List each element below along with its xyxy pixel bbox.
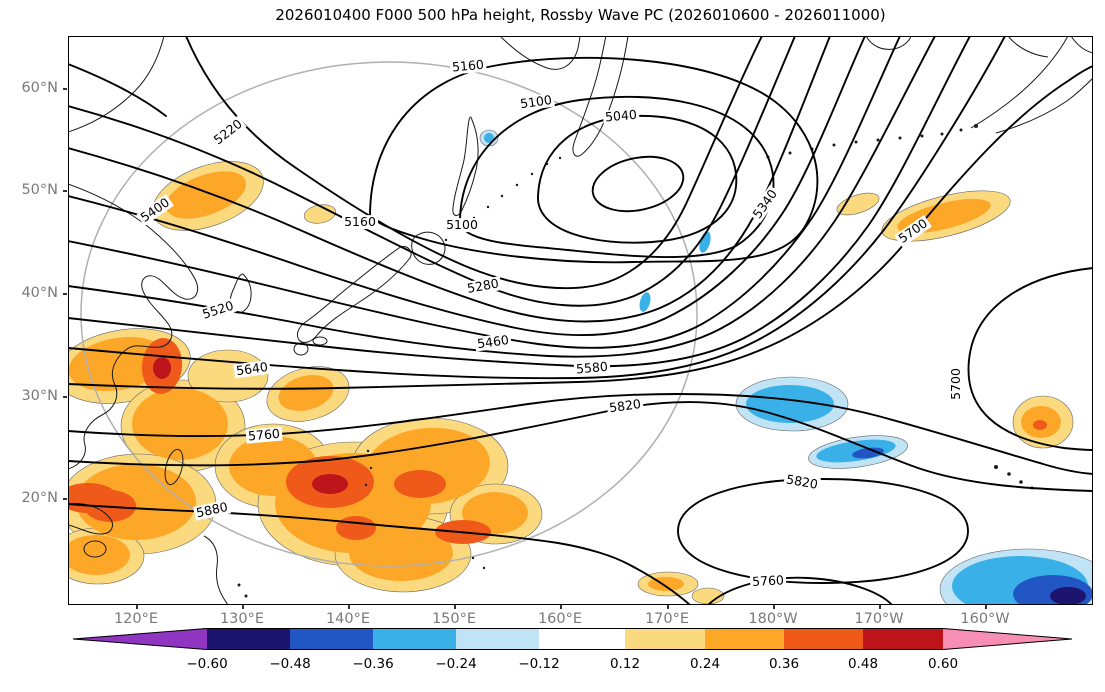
y-tick-mark [63,190,67,192]
colorbar-tick-label: −0.36 [352,656,394,672]
y-tick-mark [63,498,67,500]
contour-label: 5040 [602,106,640,125]
colorbar-segment [290,628,373,650]
contour-label: 5760 [749,572,787,589]
colorbar [72,628,1073,650]
x-tick-mark [985,605,987,609]
chart-title: 2026010400 F000 500 hPa height, Rossby W… [275,6,886,24]
colorbar-tick-label: 0.12 [609,656,641,672]
x-tick-mark [242,605,244,609]
x-tick-mark [454,605,456,609]
contour-label: 5160 [449,56,487,75]
y-tick-label: 60°N [21,80,58,96]
x-tick-mark [879,605,881,609]
colorbar-segment [705,628,784,650]
x-tick-label: 170°W [854,611,904,627]
x-tick-label: 180°W [748,611,798,627]
colorbar-segment [207,628,290,650]
y-tick-mark [63,88,67,90]
colorbar-outline [72,628,1073,650]
colorbar-tick-label: 0.48 [847,656,879,672]
colorbar-tick-label: 0.24 [689,656,721,672]
x-tick-label: 150°E [431,611,477,627]
x-tick-label: 130°E [219,611,265,627]
colorbar-canvas [72,628,1073,650]
colorbar-segment [373,628,456,650]
x-tick-mark [560,605,562,609]
colorbar-tick-label: 0.36 [768,656,800,672]
contour-label: 5100 [444,217,480,233]
colorbar-tick-label: −0.60 [186,656,228,672]
x-tick-label: 160°W [960,611,1010,627]
colorbar-tick-label: −0.24 [435,656,477,672]
y-tick-label: 30°N [21,388,58,404]
colorbar-tick-label: 0.60 [927,656,959,672]
y-tick-label: 20°N [21,490,58,506]
y-tick-mark [63,293,67,295]
y-tick-mark [63,396,67,398]
colorbar-segment [456,628,539,650]
x-tick-mark [136,605,138,609]
y-tick-label: 40°N [21,285,58,301]
x-tick-label: 120°E [113,611,159,627]
contour-label: 5580 [573,358,611,377]
contour-label: 5700 [948,366,964,402]
great-circle-overlay [80,61,698,567]
y-tick-label: 50°N [21,182,58,198]
x-tick-mark [773,605,775,609]
colorbar-segment [539,628,625,650]
contour-label: 5760 [245,425,283,444]
map-plot-area: 5160 5100 5040 5220 5400 5160 5100 5340 … [51,35,1105,630]
shading-negative-core [1050,587,1086,605]
shading-positive-core [153,357,348,494]
height-contours [67,35,1094,606]
colorbar-segment [625,628,705,650]
map-canvas [51,35,1105,630]
x-tick-label: 160°E [537,611,583,627]
x-tick-mark [667,605,669,609]
colorbar-under-arrow [72,628,207,650]
colorbar-tick-label: −0.48 [269,656,311,672]
x-tick-mark [348,605,350,609]
contour-label: 5160 [342,214,378,230]
colorbar-tick-label: −0.12 [518,656,560,672]
colorbar-segment [863,628,943,650]
colorbar-segment [784,628,863,650]
colorbar-over-arrow [943,628,1073,650]
x-tick-label: 170°E [644,611,690,627]
x-tick-label: 140°E [325,611,371,627]
